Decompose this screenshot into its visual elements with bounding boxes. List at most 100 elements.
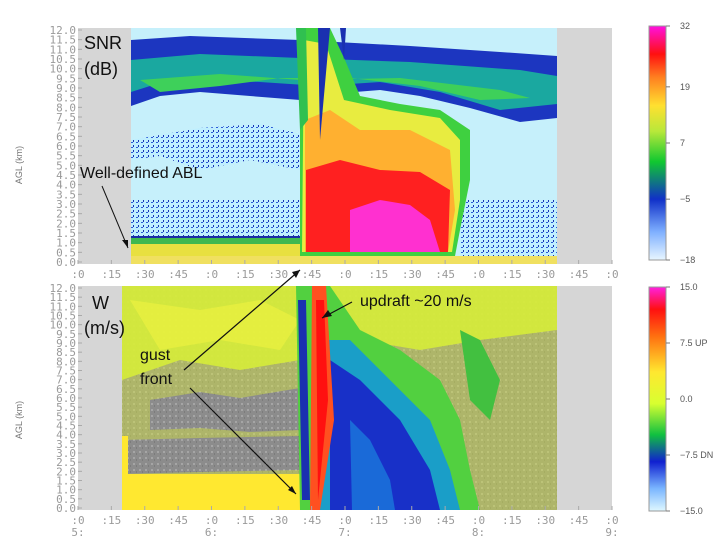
snr-y-tick-label: 2.0: [56, 217, 76, 230]
snr-x-tick-label: :30: [535, 268, 555, 281]
w-x-tick-label: :30: [535, 514, 555, 527]
snr-y-tick-label: 7.0: [56, 121, 76, 134]
colorbar-label: −18: [680, 255, 695, 265]
w-x-tick-label: :45: [435, 514, 455, 527]
snr-y-tick-label: 6.5: [56, 130, 76, 143]
w-x-tick-label: :45: [302, 514, 322, 527]
snr-y-tick-label: 2.5: [56, 208, 76, 221]
snr-x-tick-label: :45: [302, 268, 322, 281]
snr-x-tick-label: :15: [235, 268, 255, 281]
w-colorbar: 15.0 7.5 UP 0.0 −7.5 DN −15.0: [648, 282, 713, 516]
w-x-tick-label: :30: [402, 514, 422, 527]
snr-y-tick-label: 3.0: [56, 198, 76, 211]
snr-y-tick-label: 8.0: [56, 101, 76, 114]
snr-units: (dB): [84, 59, 118, 79]
w-y-tick-label: 6.0: [56, 392, 76, 405]
front-annotation: front: [140, 371, 173, 388]
snr-y-tick-label: 10.5: [50, 53, 77, 66]
snr-x-tick-label: :15: [368, 268, 388, 281]
snr-y-tick-label: 5.0: [56, 159, 76, 172]
snr-y-tick-label: 4.5: [56, 169, 76, 182]
w-x-tick-label: :45: [168, 514, 188, 527]
w-y-tick-label: 3.5: [56, 438, 76, 451]
w-x-tick-label: :0: [605, 514, 618, 527]
w-y-tick-label: 5.0: [56, 410, 76, 423]
snr-colorbar: 32 19 7 −5 −18: [648, 21, 695, 265]
w-x-tick-label: :15: [368, 514, 388, 527]
snr-title: SNR: [84, 33, 122, 53]
snr-y-tick-label: 9.5: [56, 72, 76, 85]
w-y-tick-label: 1.5: [56, 475, 76, 488]
snr-y-tick-label: 1.5: [56, 227, 76, 240]
w-x-tick-label: :15: [502, 514, 522, 527]
snr-x-tick-label: :30: [268, 268, 288, 281]
w-y-tick-label: 10.5: [50, 310, 77, 323]
colorbar-label: 15.0: [680, 282, 698, 292]
w-x-tick-label: :45: [569, 514, 589, 527]
colorbar-label: 7: [680, 138, 685, 148]
w-x-tick-label: :30: [135, 514, 155, 527]
snr-x-tick-label: :45: [569, 268, 589, 281]
w-x-tick-label: :30: [268, 514, 288, 527]
w-y-tick-label: 4.5: [56, 420, 76, 433]
snr-y-tick-label: 9.0: [56, 82, 76, 95]
w-x-tick-label: :0: [338, 514, 351, 527]
snr-x-tick-label: :15: [502, 268, 522, 281]
snr-y-tick-label: 7.5: [56, 111, 76, 124]
w-y-tick-label: 2.5: [56, 456, 76, 469]
w-ylabel: AGL (km): [14, 401, 24, 439]
w-y-tick-label: 0.5: [56, 493, 76, 506]
w-x-tick-label: :15: [101, 514, 121, 527]
snr-y-tick-label: 12.0: [50, 24, 77, 37]
w-y-tick-label: 7.0: [56, 374, 76, 387]
w-y-tick-label: 12.0: [50, 282, 77, 295]
snr-y-tick-label: 0.5: [56, 246, 76, 259]
snr-x-tick-label: :0: [605, 268, 618, 281]
abl-annotation: Well-defined ABL: [80, 165, 203, 182]
snr-x-tick-label: :45: [435, 268, 455, 281]
colorbar-label: 7.5 UP: [680, 338, 708, 348]
colorbar-label: −7.5 DN: [680, 450, 713, 460]
w-y-tick-label: 10.0: [50, 319, 77, 332]
snr-y-tick-label: 10.0: [50, 63, 77, 76]
colorbar-label: −5: [680, 194, 690, 204]
snr-y-tick-label: 3.5: [56, 188, 76, 201]
w-y-tick-label: 2.0: [56, 465, 76, 478]
w-y-tick-label: 0.0: [56, 502, 76, 515]
w-title: W: [92, 293, 109, 313]
snr-y-tick-label: 6.0: [56, 140, 76, 153]
gust-annotation: gust: [140, 347, 171, 364]
abl-arrow: [101, 185, 129, 249]
snr-y-tick-label: 0.0: [56, 256, 76, 269]
w-y-tick-label: 8.5: [56, 346, 76, 359]
w-y-tick-label: 4.0: [56, 429, 76, 442]
snr-x-tick-label: :0: [472, 268, 485, 281]
w-hour-label: 5:: [71, 526, 84, 539]
colorbar-label: 32: [680, 21, 690, 31]
w-hour-label: 9:: [605, 526, 618, 539]
w-x-tick-label: :15: [235, 514, 255, 527]
w-y-tick-label: 8.0: [56, 355, 76, 368]
colorbar-label: −15.0: [680, 506, 703, 516]
snr-y-tick-label: 1.0: [56, 237, 76, 250]
snr-x-tick-label: :45: [168, 268, 188, 281]
snr-y-tick-label: 8.5: [56, 92, 76, 105]
w-y-tick-label: 3.0: [56, 447, 76, 460]
snr-panel: [78, 28, 612, 264]
w-x-tick-label: :0: [71, 514, 84, 527]
snr-x-tick-label: :0: [338, 268, 351, 281]
w-y-tick-label: 11.5: [50, 291, 77, 304]
snr-x-tick-label: :15: [101, 268, 121, 281]
snr-y-tick-label: 5.5: [56, 150, 76, 163]
w-y-tick-label: 9.0: [56, 337, 76, 350]
colorbar-label: 19: [680, 82, 690, 92]
gust-front-arrow-lower: [189, 387, 297, 495]
snr-x-tick-label: :30: [135, 268, 155, 281]
w-x-tick-label: :0: [472, 514, 485, 527]
w-hour-label: 6:: [205, 526, 218, 539]
snr-y-tick-label: 11.5: [50, 34, 77, 47]
w-y-tick-label: 11.0: [50, 300, 77, 313]
snr-y-tick-label: 4.0: [56, 179, 76, 192]
w-hour-label: 8:: [472, 526, 485, 539]
snr-x-tick-label: :0: [71, 268, 84, 281]
